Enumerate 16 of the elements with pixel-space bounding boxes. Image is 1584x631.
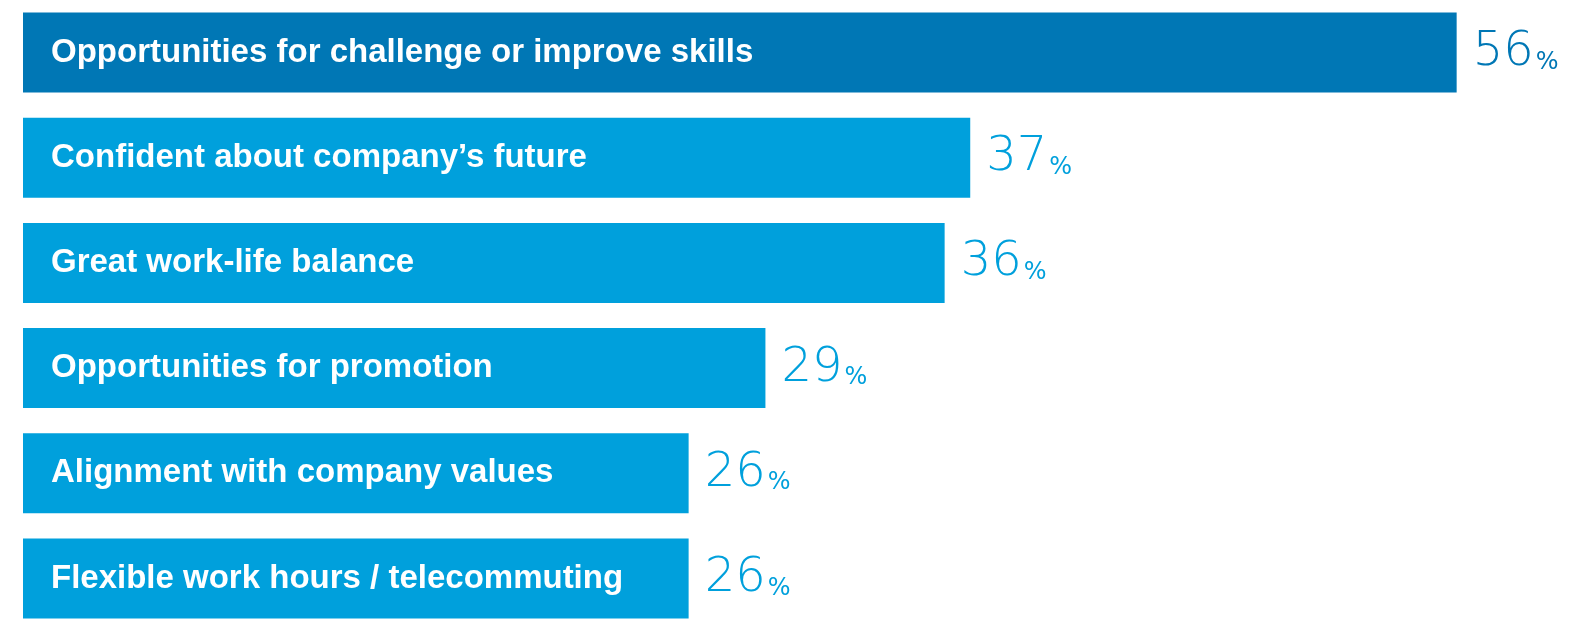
bar bbox=[23, 328, 766, 409]
bar bbox=[23, 12, 1457, 93]
data-label: 29% bbox=[781, 335, 868, 392]
y-tick-label: Alignment with company values bbox=[51, 452, 554, 490]
data-label: 26% bbox=[704, 545, 791, 602]
y-tick-label: Opportunities for challenge or improve skills bbox=[51, 31, 754, 69]
y-tick-label: Confident about company’s future bbox=[51, 136, 587, 174]
data-label: 26% bbox=[704, 440, 791, 497]
bar bbox=[23, 117, 971, 198]
y-tick-label: Opportunities for promotion bbox=[51, 347, 493, 385]
y-tick-label: Great work-life balance bbox=[51, 242, 415, 280]
bar bbox=[23, 222, 945, 303]
data-label: 37% bbox=[986, 125, 1073, 182]
data-label: 36% bbox=[960, 230, 1047, 287]
y-tick-label: Flexible work hours / telecommuting bbox=[51, 557, 624, 595]
data-label: 56% bbox=[1472, 20, 1559, 77]
